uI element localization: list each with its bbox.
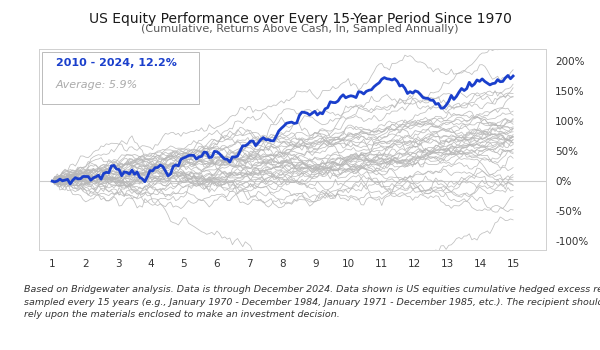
FancyBboxPatch shape <box>41 52 199 104</box>
Text: 2010 - 2024, 12.2%: 2010 - 2024, 12.2% <box>56 58 176 68</box>
Text: Based on Bridgewater analysis. Data is through December 2024. Data shown is US e: Based on Bridgewater analysis. Data is t… <box>24 285 600 319</box>
Text: US Equity Performance over Every 15-Year Period Since 1970: US Equity Performance over Every 15-Year… <box>89 12 511 26</box>
Text: (Cumulative, Returns Above Cash, In, Sampled Annually): (Cumulative, Returns Above Cash, In, Sam… <box>141 25 459 35</box>
Text: Average: 5.9%: Average: 5.9% <box>56 80 138 90</box>
